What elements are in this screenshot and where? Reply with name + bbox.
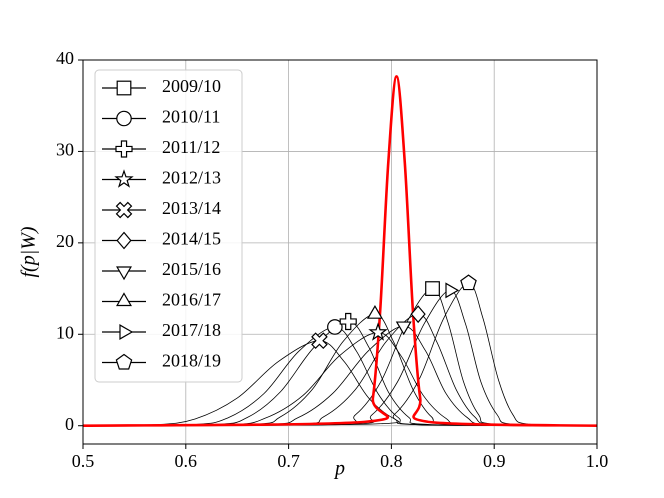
marker (366, 304, 383, 319)
x-tick-label: 0.6 (175, 451, 198, 471)
legend-label: 2018/19 (162, 351, 221, 371)
marker (339, 312, 357, 331)
legend-label: 2015/16 (162, 259, 221, 279)
y-tick-label: 10 (56, 322, 74, 342)
plot-frame (82, 59, 598, 445)
x-tick-label: 1.0 (586, 451, 609, 471)
markers (311, 274, 477, 349)
y-tick-label: 40 (56, 48, 74, 68)
y-tick-label: 30 (56, 140, 74, 160)
legend-label: 2012/13 (162, 168, 221, 188)
legend-label: 2014/15 (162, 229, 221, 249)
marker (445, 282, 460, 299)
x-tick-label: 0.8 (380, 451, 403, 471)
x-axis-title: p (333, 458, 345, 480)
marker (410, 305, 426, 324)
x-tick-label: 0.7 (277, 451, 300, 471)
marker (119, 324, 134, 340)
marker (115, 140, 133, 158)
legend-label: 2010/11 (162, 107, 220, 127)
marker (116, 231, 132, 250)
y-axis-title: f(p|W) (18, 226, 40, 277)
legend-label: 2011/12 (162, 137, 220, 157)
y-tick-label: 0 (65, 414, 74, 434)
x-tick-label: 0.9 (483, 451, 506, 471)
legend-label: 2016/17 (162, 290, 221, 310)
marker (116, 266, 132, 281)
marker (311, 332, 328, 349)
highlight-curve (82, 75, 598, 428)
marker (114, 169, 134, 188)
marker (368, 322, 388, 341)
ticks: 0.5 0.6 0.7 0.8 0.9 1.0 0 10 20 30 40 (56, 48, 608, 471)
marker (460, 274, 477, 291)
marker (395, 321, 412, 336)
legend-label: 2017/18 (162, 320, 221, 340)
legend-label: 2013/14 (162, 198, 221, 218)
density-curve (82, 282, 598, 427)
marker (116, 80, 132, 96)
legend: 2009/10 2010/11 2011/12 2012/13 2013/14 2014/… (94, 69, 243, 383)
marker (425, 281, 440, 296)
x-tick-label: 0.5 (72, 451, 95, 471)
marker (115, 201, 133, 219)
marker (327, 319, 343, 335)
marker (116, 292, 132, 307)
marker (116, 110, 132, 127)
marker (115, 353, 133, 370)
legend-label: 2009/10 (162, 76, 221, 96)
y-tick-label: 20 (56, 231, 74, 251)
